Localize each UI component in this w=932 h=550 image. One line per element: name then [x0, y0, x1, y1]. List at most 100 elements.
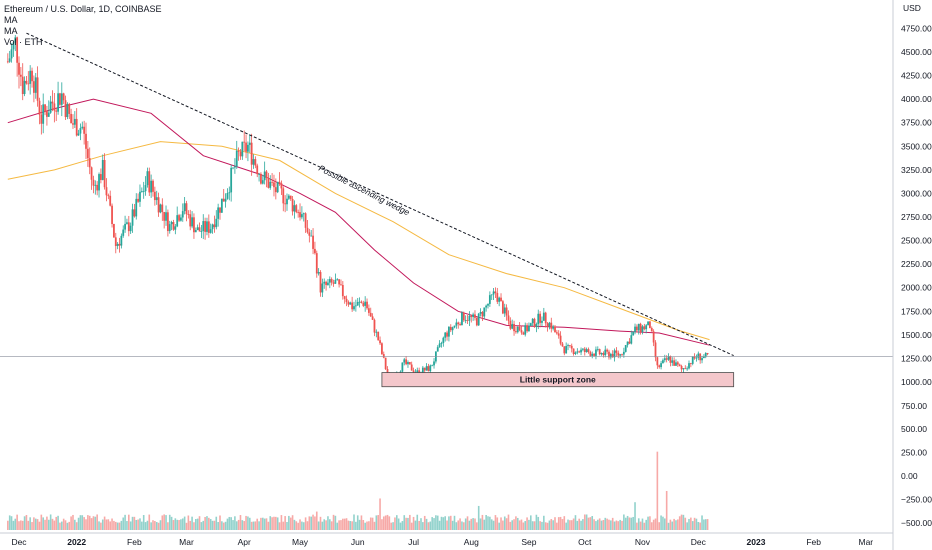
price-scale-panel[interactable]: [893, 0, 932, 550]
volume-bar: [704, 519, 707, 530]
candle-body: [174, 226, 177, 230]
candle-body: [12, 42, 15, 50]
candle-body: [533, 318, 536, 328]
candle-body: [340, 284, 342, 286]
volume-indicator[interactable]: Vol · ETH: [4, 37, 43, 47]
candle-body: [343, 296, 346, 299]
time-tick-label: Nov: [635, 537, 651, 547]
volume-bar: [325, 520, 327, 530]
volume-bar: [312, 514, 314, 530]
volume-bar: [107, 519, 110, 530]
candle-body: [528, 325, 530, 332]
volume-bar: [543, 515, 545, 530]
candle-body: [477, 313, 480, 326]
candle-body: [258, 173, 260, 175]
volume-bar: [168, 514, 171, 530]
volume-bar: [414, 520, 417, 530]
candle-body: [598, 349, 601, 355]
volume-bar: [278, 522, 281, 530]
candle-body: [83, 126, 86, 134]
volume-bar: [135, 519, 138, 530]
candle-body: [235, 150, 238, 167]
candle-body: [676, 362, 679, 365]
candle-body: [338, 279, 341, 285]
volume-bar: [187, 515, 190, 530]
volume-bar: [103, 516, 106, 530]
candle-body: [382, 354, 385, 358]
volume-bar: [235, 521, 238, 530]
volume-bar: [690, 517, 692, 530]
volume-bar: [304, 517, 307, 530]
candle-body: [315, 253, 318, 274]
candle-body: [622, 351, 625, 355]
candle-body: [291, 198, 294, 212]
volume-bar: [481, 514, 484, 530]
volume-bar: [88, 515, 91, 530]
volume-bar: [237, 519, 240, 530]
candle-body: [107, 195, 110, 197]
volume-bar: [518, 520, 521, 530]
candle-body: [144, 185, 147, 192]
volume-bar: [306, 521, 309, 530]
candle-body: [608, 351, 610, 358]
volume-bar: [178, 520, 180, 530]
volume-bar: [193, 522, 195, 530]
candle-body: [358, 301, 361, 303]
volume-bar: [258, 521, 260, 530]
volume-bar: [645, 519, 647, 530]
candle-body: [624, 345, 627, 352]
time-tick-label: Dec: [691, 537, 707, 547]
volume-bar: [576, 520, 579, 530]
candle-body: [59, 93, 61, 105]
volume-bar: [256, 518, 259, 530]
volume-bar: [170, 516, 173, 530]
candle-body: [137, 198, 140, 202]
volume-bar: [208, 517, 210, 530]
price-tick-label: 4000.00: [901, 94, 932, 104]
volume-bar: [580, 520, 582, 530]
ma-indicator-2[interactable]: MA: [4, 26, 18, 36]
volume-bar: [598, 518, 601, 530]
volume-bar: [288, 515, 290, 530]
candle-body: [507, 315, 510, 321]
candle-body: [665, 358, 668, 360]
candle-body: [250, 142, 253, 165]
candles: [6, 34, 709, 385]
volume-bar: [265, 518, 268, 530]
volume-bar: [114, 521, 117, 530]
volume-bar: [243, 521, 245, 530]
volume-bar: [396, 515, 398, 530]
ma-indicator-1[interactable]: MA: [4, 15, 18, 25]
volume-bar: [113, 520, 115, 530]
volume-bar: [75, 522, 78, 530]
candle-body: [176, 215, 179, 227]
time-tick-label: May: [292, 537, 309, 547]
volume-bar: [492, 520, 495, 530]
candle-body: [475, 317, 478, 326]
volume-bar: [96, 514, 98, 530]
volume-bar: [703, 519, 705, 530]
volume-bar: [148, 514, 151, 530]
candle-body: [410, 364, 413, 371]
candle-body: [630, 335, 633, 344]
candle-body: [496, 292, 499, 302]
candle-body: [593, 353, 595, 356]
support-zone[interactable]: [381, 372, 735, 388]
trendline[interactable]: [26, 32, 734, 357]
ma-fast-line: [7, 98, 710, 346]
candle-body: [366, 301, 368, 309]
volume-bar: [583, 514, 586, 530]
legend: Ethereum / U.S. Dollar, 1D, COINBASE MA …: [4, 4, 162, 48]
symbol-title[interactable]: Ethereum / U.S. Dollar, 1D, COINBASE: [4, 4, 162, 14]
candle-body: [647, 321, 649, 326]
candle-body: [336, 279, 339, 281]
volume-bar: [248, 517, 251, 530]
candle-body: [314, 248, 316, 254]
volume-bar: [463, 522, 465, 530]
candle-body: [600, 353, 603, 355]
volume-bar: [206, 516, 208, 530]
volume-bar: [457, 520, 460, 530]
